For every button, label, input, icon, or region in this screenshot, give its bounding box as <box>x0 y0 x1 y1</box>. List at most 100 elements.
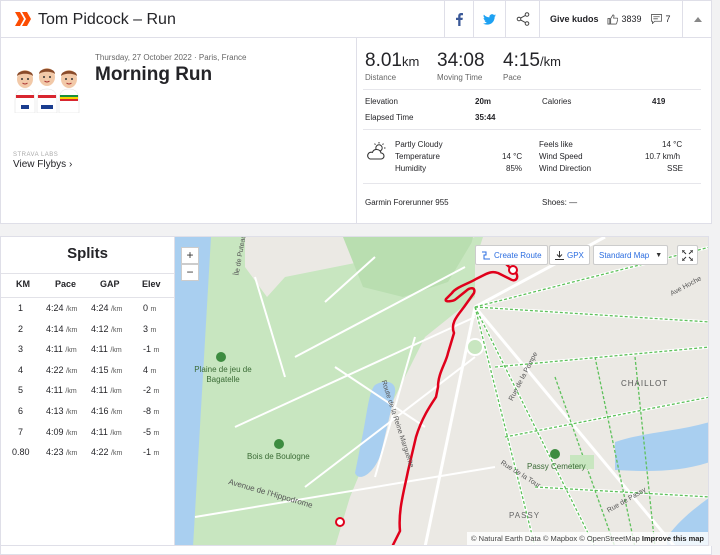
splits-pace-value: 4:14 <box>46 323 64 334</box>
elev-unit: m <box>153 409 160 416</box>
elapsed-time-label: Elapsed Time <box>365 113 414 122</box>
kudos-count[interactable]: 3839 <box>621 14 642 24</box>
map-style-select[interactable]: Standard Map ▼ <box>593 245 669 265</box>
splits-cell-gap: 4:11 /km <box>91 344 122 354</box>
route-map[interactable]: Plaine de jeu de Bagatelle Bois de Boulo… <box>174 236 709 546</box>
facebook-icon <box>455 12 463 26</box>
splits-km-value: 3 <box>18 344 24 355</box>
route-icon <box>482 251 490 259</box>
shoes-info: Shoes: — <box>542 198 578 207</box>
splits-cell-elev: 4 m <box>143 365 156 375</box>
park-marker-icon <box>216 352 226 362</box>
splits-gap-value: 4:11 <box>91 385 108 396</box>
strava-chevron-icon <box>15 12 31 26</box>
splits-km-value: 6 <box>18 406 24 416</box>
splits-row[interactable]: 3 4:11 /km 4:11 /km -1 m <box>1 340 175 361</box>
download-icon <box>555 250 564 260</box>
map-resize-handle[interactable] <box>0 546 712 555</box>
pace-unit: /km <box>111 450 123 458</box>
splits-header-elev: Elev <box>142 279 161 289</box>
zoom-in-button[interactable]: + <box>181 247 199 264</box>
distance-label: Distance <box>365 73 397 82</box>
feels-like-label: Feels like <box>539 140 573 149</box>
splits-cell-gap: 4:11 /km <box>91 427 122 437</box>
elapsed-time-value: 35:44 <box>475 113 496 122</box>
splits-row[interactable]: 4 4:22 /km 4:15 /km 4 m <box>1 361 175 382</box>
splits-cell-pace: 4:11 /km <box>46 385 77 395</box>
splits-cell-elev: 0 m <box>143 303 156 313</box>
wind-speed-label: Wind Speed <box>539 152 583 161</box>
zoom-out-button[interactable]: − <box>181 264 199 281</box>
partly-cloudy-icon <box>367 142 386 160</box>
splits-gap-value: 4:22 <box>91 447 109 458</box>
create-route-label: Create Route <box>494 250 542 260</box>
share-icon <box>516 12 529 26</box>
give-kudos-button[interactable]: Give kudos <box>550 14 599 24</box>
splits-cell-elev: -1 m <box>143 344 159 354</box>
splits-cell-pace: 4:22 /km <box>46 365 77 375</box>
pace-unit: /km <box>66 429 78 437</box>
splits-row[interactable]: 1 4:24 /km 4:24 /km 0 m <box>1 299 175 320</box>
pace-unit: /km <box>111 306 123 313</box>
splits-gap-value: 4:24 <box>91 303 109 313</box>
elev-unit: m <box>153 450 160 458</box>
thumbs-up-icon[interactable] <box>607 14 618 25</box>
activity-summary-card: Tom Pidcock – Run Give kudos 3839 7 <box>0 0 712 224</box>
device-name: Garmin Forerunner 955 <box>365 198 449 207</box>
fullscreen-icon <box>682 249 693 261</box>
twitter-share-button[interactable] <box>473 1 505 37</box>
kudos-comments-group: Give kudos 3839 7 <box>539 1 682 37</box>
elev-unit: m <box>153 388 160 396</box>
collapse-button[interactable] <box>682 1 712 37</box>
splits-cell-gap: 4:16 /km <box>91 406 122 416</box>
cemetery-marker-icon <box>550 449 560 459</box>
distance-value: 8.01 <box>365 50 402 71</box>
splits-km-value: 1 <box>18 303 24 313</box>
splits-cell-elev: -1 m <box>143 447 159 457</box>
wind-direction-value: SSE <box>667 164 684 173</box>
view-flybys-link[interactable]: View Flybys › <box>13 159 72 170</box>
map-style-value: Standard Map <box>599 250 650 260</box>
share-button[interactable] <box>505 1 539 37</box>
map-canvas[interactable] <box>175 237 709 546</box>
page-title: Tom Pidcock – Run <box>38 11 176 28</box>
gpx-download-button[interactable]: GPX <box>549 245 590 265</box>
splits-pace-value: 4:11 <box>46 385 63 396</box>
splits-cell-pace: 4:14 /km <box>46 324 77 334</box>
comments-count[interactable]: 7 <box>665 14 671 24</box>
splits-elev-value: -5 <box>143 426 152 437</box>
splits-cell-gap: 4:12 /km <box>91 324 122 334</box>
pace-unit: /km <box>66 306 78 313</box>
splits-cell-gap: 4:11 /km <box>91 385 122 395</box>
splits-header-km: KM <box>16 279 30 289</box>
splits-cell-elev: -5 m <box>143 427 159 437</box>
splits-km-value: 5 <box>18 385 24 396</box>
splits-cell-pace: 4:09 /km <box>46 427 77 437</box>
splits-row[interactable]: 7 4:09 /km 4:11 /km -5 m <box>1 423 175 444</box>
divider <box>363 89 701 90</box>
splits-row[interactable]: 2 4:14 /km 4:12 /km 3 m <box>1 320 175 341</box>
splits-row[interactable]: 0.80 4:23 /km 4:22 /km -1 m <box>1 443 175 464</box>
activity-name: Morning Run <box>95 64 213 85</box>
splits-elev-value: 3 <box>143 323 149 334</box>
facebook-share-button[interactable] <box>444 1 473 37</box>
divider <box>1 297 174 298</box>
fullscreen-button[interactable] <box>677 245 698 265</box>
divider <box>363 183 701 184</box>
improve-map-link[interactable]: Improve this map <box>641 534 704 543</box>
pace-unit: /km <box>110 388 122 396</box>
pace-unit: /km <box>66 409 78 416</box>
splits-cell-elev: 3 m <box>143 324 156 334</box>
splits-row[interactable]: 5 4:11 /km 4:11 /km -2 m <box>1 381 175 402</box>
elev-unit: m <box>153 347 160 355</box>
strava-labs-label: STRAVA LABS <box>13 152 59 158</box>
splits-row[interactable]: 6 4:13 /km 4:16 /km -8 m <box>1 402 175 423</box>
splits-gap-value: 4:15 <box>91 364 109 375</box>
splits-header-gap: GAP <box>100 279 120 289</box>
create-route-button[interactable]: Create Route <box>475 245 548 265</box>
distance-unit: km <box>401 54 420 69</box>
comment-icon[interactable] <box>650 14 662 24</box>
athlete-avatar-icon[interactable] <box>13 65 81 113</box>
attribution-text: © Natural Earth Data © Mapbox © OpenStre… <box>471 534 640 543</box>
splits-cell-km: 4 <box>18 365 23 375</box>
